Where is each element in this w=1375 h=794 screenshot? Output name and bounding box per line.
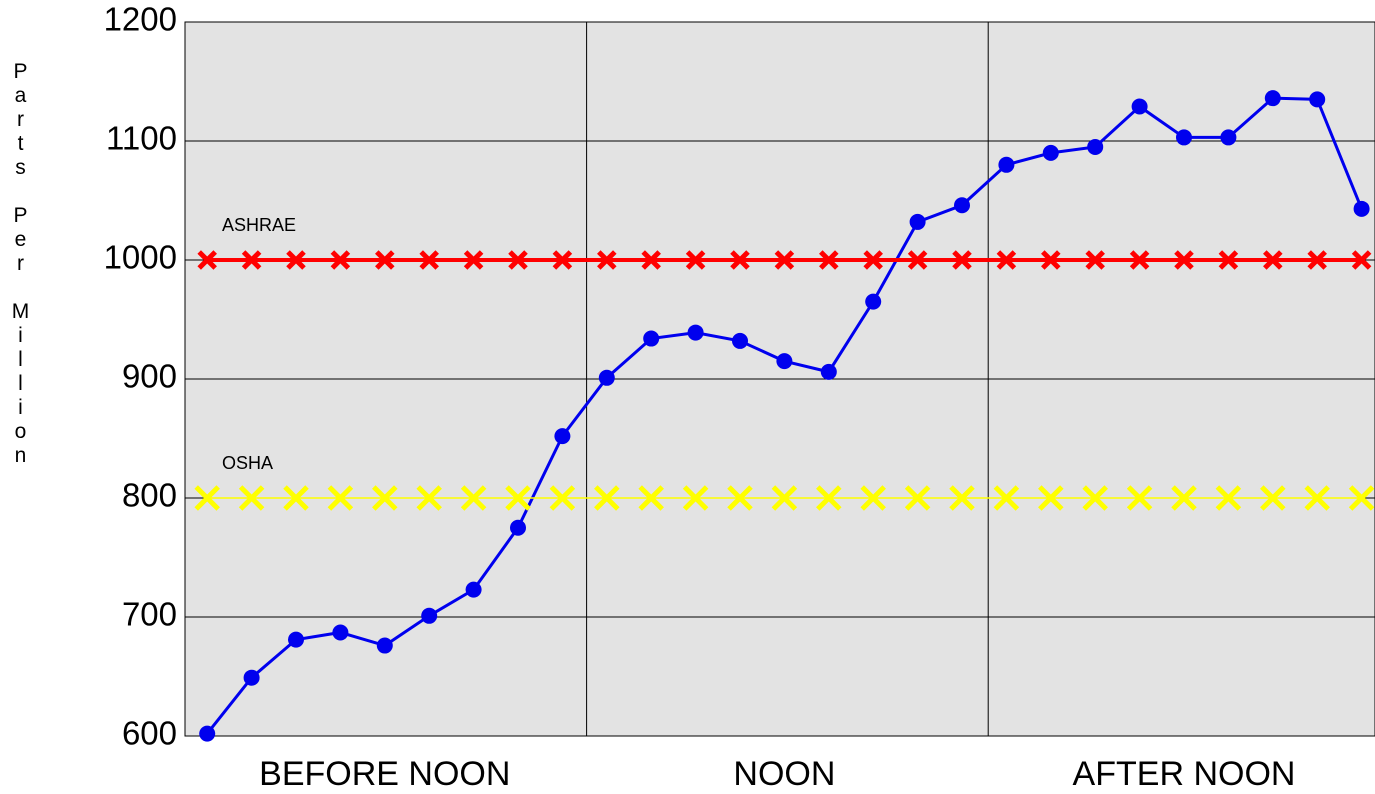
point: [863, 250, 883, 270]
point: [996, 250, 1017, 270]
point: [460, 485, 487, 511]
point: [421, 607, 438, 624]
point: [194, 485, 220, 511]
y-tick-label: 1200: [104, 1, 177, 38]
point: [732, 332, 748, 349]
y-tick-label: 1000: [104, 239, 177, 276]
y-tick-label: 600: [122, 715, 177, 752]
point: [554, 428, 571, 445]
point: [510, 519, 526, 536]
series-annotation: OSHA: [222, 453, 273, 473]
point: [820, 363, 837, 380]
point: [865, 293, 882, 310]
point: [508, 250, 528, 270]
point: [1085, 250, 1105, 270]
point: [1042, 144, 1059, 161]
point: [727, 485, 753, 511]
series-group: [194, 90, 1375, 742]
point: [1129, 250, 1150, 270]
x-tick-label: BEFORE NOON: [259, 755, 510, 793]
point: [998, 156, 1015, 173]
point: [641, 250, 661, 270]
point: [1353, 200, 1370, 217]
point: [1260, 485, 1286, 511]
point: [860, 485, 886, 511]
point: [1304, 485, 1330, 511]
point: [197, 250, 217, 270]
point: [1218, 250, 1239, 270]
point: [1307, 250, 1327, 270]
point: [1126, 485, 1153, 511]
point: [330, 250, 351, 270]
point: [199, 725, 216, 742]
point: [465, 581, 482, 598]
point: [954, 197, 970, 214]
point: [949, 485, 975, 511]
point: [288, 631, 304, 648]
x-tick-label: NOON: [733, 755, 835, 793]
point: [463, 250, 484, 270]
point: [1082, 485, 1108, 511]
point: [771, 485, 798, 511]
y-tick-label: 700: [122, 596, 177, 633]
point: [685, 250, 706, 270]
point: [816, 485, 842, 511]
point: [776, 353, 793, 370]
point: [372, 485, 398, 511]
point: [416, 485, 442, 511]
point: [774, 250, 795, 270]
point: [730, 250, 750, 270]
point: [332, 624, 349, 641]
point: [1348, 485, 1375, 511]
point: [327, 485, 354, 511]
point: [375, 250, 395, 270]
point: [241, 250, 262, 270]
point: [243, 669, 260, 686]
point: [907, 250, 928, 270]
point: [1215, 485, 1242, 511]
point: [1038, 485, 1064, 511]
point: [505, 485, 531, 511]
point: [286, 250, 306, 270]
point: [1087, 138, 1104, 155]
point: [1176, 129, 1192, 146]
point: [1171, 485, 1197, 511]
point: [549, 485, 576, 511]
point: [638, 485, 664, 511]
point: [643, 330, 660, 347]
point: [376, 637, 393, 654]
point: [1220, 129, 1237, 146]
point: [819, 250, 839, 270]
point: [904, 485, 931, 511]
point: [1041, 250, 1061, 270]
point: [552, 250, 573, 270]
point: [687, 324, 704, 341]
y-tick-label: 900: [122, 358, 177, 395]
y-tick-label: 800: [122, 477, 177, 514]
point: [1351, 250, 1372, 270]
point: [1263, 250, 1283, 270]
point: [419, 250, 439, 270]
point: [1264, 90, 1281, 107]
point: [283, 485, 309, 511]
point: [594, 485, 620, 511]
point: [598, 369, 615, 386]
series-annotation: ASHRAE: [222, 215, 296, 235]
point: [597, 250, 617, 270]
x-tick-label: AFTER NOON: [1073, 755, 1296, 793]
y-axis-label: Parts Per Million: [9, 60, 32, 468]
point: [1309, 91, 1326, 108]
point: [952, 250, 972, 270]
point: [682, 485, 709, 511]
point: [1174, 250, 1194, 270]
y-tick-label: 1100: [106, 120, 177, 157]
point: [238, 485, 265, 511]
point: [909, 213, 926, 230]
point: [1131, 98, 1148, 115]
point: [993, 485, 1020, 511]
